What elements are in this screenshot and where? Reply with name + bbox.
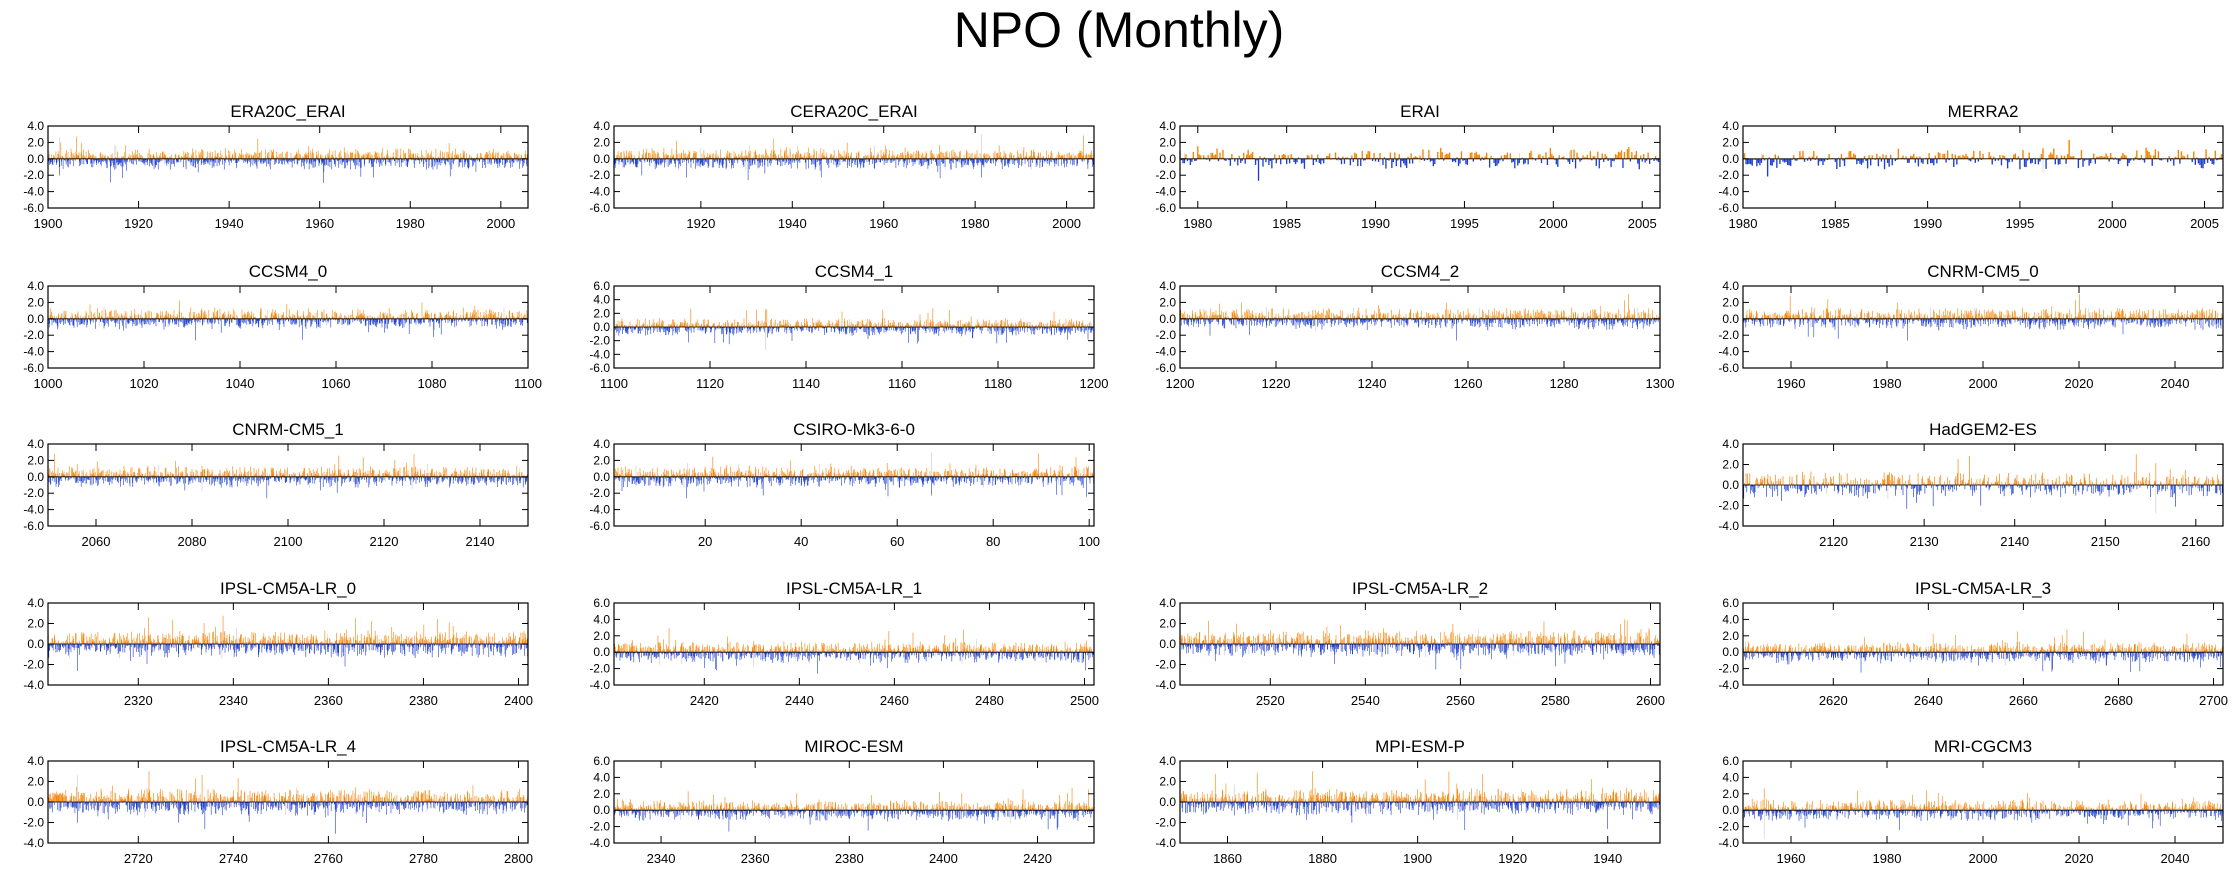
- xtick-label: 1060: [322, 376, 351, 391]
- xtick-label: 2000: [486, 216, 515, 231]
- ytick-label: -2.0: [23, 328, 44, 342]
- ytick-label: 4.0: [593, 119, 610, 133]
- ytick-label: -4.0: [23, 185, 44, 199]
- xtick-label: 1900: [34, 216, 63, 231]
- xtick-label: 1960: [869, 216, 898, 231]
- xtick-label: 1100: [514, 376, 542, 391]
- bar-series: [1742, 139, 2223, 177]
- xtick-label: 1020: [130, 376, 159, 391]
- ytick-label: 0.0: [1722, 152, 1739, 166]
- xtick-label: 1940: [778, 216, 807, 231]
- main-title: NPO (Monthly): [0, 0, 2238, 60]
- ytick-label: 4.0: [27, 279, 44, 293]
- bar-series: [613, 134, 1094, 181]
- panel-title: CCSM4_1: [815, 262, 893, 281]
- xtick-label: 1990: [1361, 216, 1390, 231]
- xtick-label: 1080: [418, 376, 447, 391]
- panel-title: ERAI: [1400, 102, 1440, 121]
- ytick-label: -6.0: [1718, 201, 1739, 215]
- ytick-label: 2.0: [593, 135, 610, 149]
- xtick-label: 2005: [2190, 216, 2219, 231]
- bar-series: [613, 308, 1094, 350]
- plot-frame: [613, 125, 1095, 209]
- panel-erai: ERAI 4.0 2.0 0.0 -2.0 -4.0 -6.0 1980 1985 1990 199…: [1155, 102, 1661, 231]
- ytick-label: -6.0: [1155, 201, 1176, 215]
- ytick-label: 0.0: [27, 312, 44, 326]
- ytick-label: -4.0: [1155, 185, 1176, 199]
- xtick-label: 1920: [124, 216, 153, 231]
- ytick-label: 2.0: [1159, 135, 1176, 149]
- xtick-label: 1985: [1272, 216, 1301, 231]
- panel-title: CCSM4_0: [249, 262, 327, 281]
- panel-title: CERA20C_ERAI: [790, 102, 918, 121]
- bar-series: [1179, 146, 1660, 181]
- xtick-label: 1980: [1729, 216, 1758, 231]
- xtick-label: 1980: [961, 216, 990, 231]
- ytick-label: 2.0: [1722, 135, 1739, 149]
- ytick-label: -2.0: [1718, 168, 1739, 182]
- ytick-label: -6.0: [23, 361, 44, 375]
- xtick-label: 1980: [396, 216, 425, 231]
- xtick-label: 1920: [686, 216, 715, 231]
- xtick-label: 2005: [1628, 216, 1657, 231]
- plot-frame: [1179, 125, 1661, 209]
- xtick-label: 1980: [1183, 216, 1212, 231]
- ytick-label: -2.0: [589, 168, 610, 182]
- xtick-label: 1990: [1913, 216, 1942, 231]
- ytick-label: -6.0: [589, 201, 610, 215]
- xtick-label: 1995: [1450, 216, 1479, 231]
- bar-series: [47, 300, 528, 341]
- ytick-label: 2.0: [27, 295, 44, 309]
- ytick-label: -4.0: [1718, 185, 1739, 199]
- xtick-label: 1985: [1821, 216, 1850, 231]
- xtick-label: 2000: [1539, 216, 1568, 231]
- ytick-label: 4.0: [1159, 119, 1176, 133]
- plot-frame: [47, 285, 529, 369]
- plot-frame: [1742, 125, 2224, 209]
- ytick-label: 4.0: [1722, 119, 1739, 133]
- xtick-label: 2000: [1052, 216, 1081, 231]
- ytick-label: -4.0: [589, 185, 610, 199]
- panel-title: ERA20C_ERAI: [230, 102, 345, 121]
- ytick-label: -2.0: [1155, 168, 1176, 182]
- xtick-label: 1040: [226, 376, 255, 391]
- panel-cera20c-erai: CERA20C_ERAI 4.0 2.0 0.0 -2.0 -4.0 -6.0 1920 194…: [589, 102, 1095, 231]
- ytick-label: 2.0: [27, 135, 44, 149]
- ytick-label: -2.0: [23, 168, 44, 182]
- xtick-label: 2000: [2098, 216, 2127, 231]
- ytick-label: 0.0: [1159, 152, 1176, 166]
- bar-series: [47, 136, 528, 183]
- xtick-label: 1995: [2005, 216, 2034, 231]
- panel-title: MERRA2: [1948, 102, 2019, 121]
- ytick-label: -6.0: [23, 201, 44, 215]
- ytick-label: 0.0: [27, 152, 44, 166]
- ytick-label: -4.0: [23, 345, 44, 359]
- xtick-label: 1960: [305, 216, 334, 231]
- xtick-label: 1940: [215, 216, 244, 231]
- ytick-label: 4.0: [27, 119, 44, 133]
- xtick-label: 1000: [34, 376, 63, 391]
- ytick-label: 0.0: [593, 152, 610, 166]
- plot-frame: [47, 125, 529, 209]
